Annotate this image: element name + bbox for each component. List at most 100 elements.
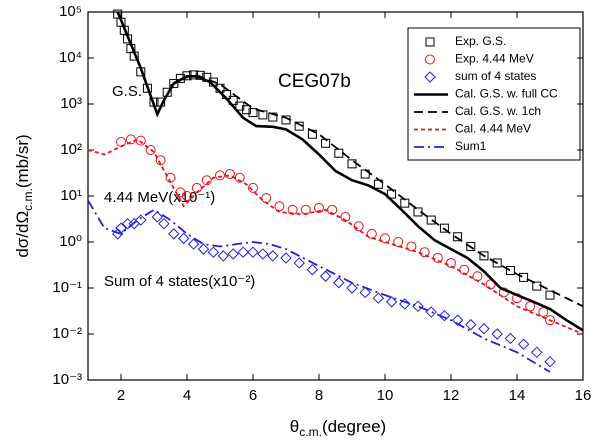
marker-circle: [215, 170, 225, 181]
marker-circle: [472, 271, 483, 282]
x-label-sub: c.m.: [299, 425, 322, 439]
marker-square: [347, 159, 357, 169]
marker-diamond: [438, 309, 451, 322]
marker-diamond: [151, 211, 164, 223]
marker-circle: [314, 202, 324, 213]
x-tick-label: 16: [575, 387, 592, 404]
marker-diamond: [177, 232, 190, 245]
marker-circle: [274, 201, 285, 212]
marker-circle: [327, 204, 338, 215]
marker-diamond: [451, 314, 464, 326]
marker-diamond: [207, 246, 220, 258]
marker-diamond: [333, 277, 345, 289]
marker-diamond: [424, 71, 436, 83]
marker-diamond: [385, 296, 398, 308]
marker-diamond: [187, 238, 200, 250]
y-tick-label: 10³: [60, 95, 82, 112]
marker-square: [492, 258, 502, 268]
legend-label: sum of 4 states: [455, 69, 536, 83]
series-line: [87, 138, 584, 335]
y-label-main: dσ/dΩ: [13, 211, 32, 258]
marker-diamond: [257, 248, 269, 260]
marker-square: [248, 108, 258, 118]
marker-square: [505, 266, 515, 276]
marker-diamond: [531, 346, 543, 359]
y-tick-label: 10⁻¹: [52, 279, 82, 296]
annotation: CEG07b: [278, 71, 351, 92]
legend-label: Cal. 4.44 MeV: [455, 122, 531, 136]
x-tick-label: 4: [183, 387, 191, 404]
marker-circle: [425, 54, 435, 65]
x-tick-label: 2: [117, 387, 125, 404]
marker-circle: [287, 204, 298, 215]
legend-label: Sum1: [455, 139, 487, 153]
marker-diamond: [197, 243, 210, 255]
series-line: [116, 11, 584, 332]
marker-square: [426, 215, 436, 225]
y-tick-label: 10⁻³: [52, 371, 82, 388]
marker-circle: [125, 134, 136, 145]
annotation: Sum of 4 states(x10⁻²): [104, 273, 255, 290]
marker-circle: [201, 175, 212, 186]
marker-diamond: [293, 257, 305, 269]
marker-diamond: [158, 217, 170, 230]
marker-square: [545, 290, 555, 300]
marker-diamond: [306, 263, 319, 276]
marker-diamond: [247, 246, 259, 258]
y-label-unit: (mb/sr): [13, 134, 32, 188]
marker-circle: [224, 169, 235, 180]
y-tick-label: 10²: [60, 141, 82, 158]
marker-diamond: [135, 214, 147, 226]
marker-circle: [135, 135, 146, 146]
marker-diamond: [346, 282, 358, 294]
marker-diamond: [227, 248, 239, 260]
marker-square: [169, 78, 179, 88]
marker-square: [519, 272, 529, 282]
marker-diamond: [412, 300, 424, 313]
marker-diamond: [217, 250, 230, 262]
x-axis-label: θc.m.(degree): [290, 417, 386, 439]
x-tick-label: 14: [509, 387, 526, 404]
marker-circle: [545, 315, 555, 326]
marker-square: [334, 148, 344, 158]
marker-circle: [380, 233, 390, 244]
marker-circle: [393, 237, 404, 247]
marker-circle: [353, 221, 364, 232]
x-tick-label: 6: [249, 387, 257, 404]
x-label-unit: (degree): [322, 417, 386, 436]
marker-square: [453, 232, 463, 242]
marker-circle: [145, 145, 156, 155]
y-tick-label: 10⁻²: [52, 325, 82, 342]
x-tick-label: 12: [443, 387, 460, 404]
legend-label: Cal. G.S. w. full CC: [455, 87, 558, 101]
marker-diamond: [504, 332, 517, 345]
marker-circle: [366, 228, 377, 239]
marker-square: [466, 241, 476, 251]
legend-label: Exp. G.S.: [455, 34, 506, 48]
y-tick-label: 10⁰: [59, 233, 82, 250]
marker-diamond: [517, 338, 530, 350]
marker-circle: [261, 193, 272, 204]
marker-diamond: [372, 292, 385, 304]
y-tick-label: 10¹: [60, 187, 82, 204]
y-tick-label: 10⁴: [59, 49, 82, 66]
marker-diamond: [121, 217, 134, 230]
marker-diamond: [359, 286, 371, 299]
marker-diamond: [280, 252, 292, 264]
marker-diamond: [319, 270, 332, 282]
annotation: G.S.: [112, 83, 142, 100]
marker-diamond: [425, 306, 437, 318]
marker-diamond: [267, 250, 279, 262]
marker-circle: [155, 155, 166, 166]
marker-diamond: [237, 246, 249, 258]
marker-circle: [525, 301, 536, 312]
marker-diamond: [465, 318, 477, 331]
marker-circle: [446, 257, 456, 268]
marker-square: [439, 223, 449, 233]
marker-square: [241, 105, 251, 115]
marker-diamond: [478, 323, 490, 335]
x-label-main: θ: [290, 417, 299, 436]
marker-circle: [406, 241, 417, 252]
legend-label: Exp. 4.44 MeV: [455, 52, 534, 66]
